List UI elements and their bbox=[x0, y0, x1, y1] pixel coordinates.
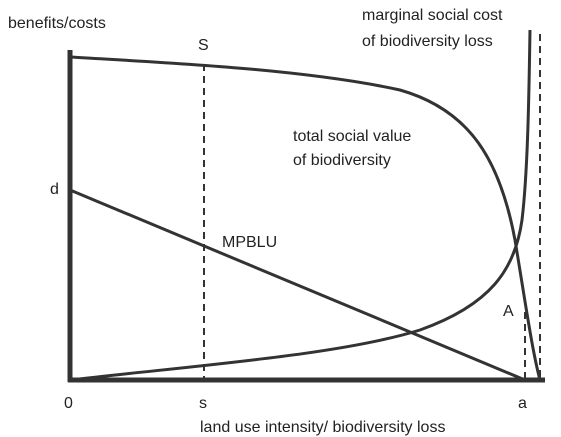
label: S bbox=[198, 37, 209, 54]
label: a bbox=[518, 395, 527, 412]
label: s bbox=[199, 395, 207, 412]
label: 0 bbox=[64, 395, 73, 412]
label: A bbox=[503, 303, 514, 320]
label: marginal social cost bbox=[362, 7, 503, 24]
label: of biodiversity loss bbox=[362, 33, 493, 50]
y-label: benefits/costs bbox=[8, 15, 106, 32]
label: of biodiversity bbox=[293, 152, 391, 169]
marginal-social-cost-curve bbox=[69, 29, 532, 382]
x-label: land use intensity/ biodiversity loss bbox=[200, 419, 445, 436]
label: d bbox=[50, 181, 59, 198]
label: total social value bbox=[293, 128, 411, 145]
mpblu-line bbox=[69, 188, 526, 382]
total-social-value-curve bbox=[69, 55, 542, 381]
label: MPBLU bbox=[222, 234, 277, 251]
